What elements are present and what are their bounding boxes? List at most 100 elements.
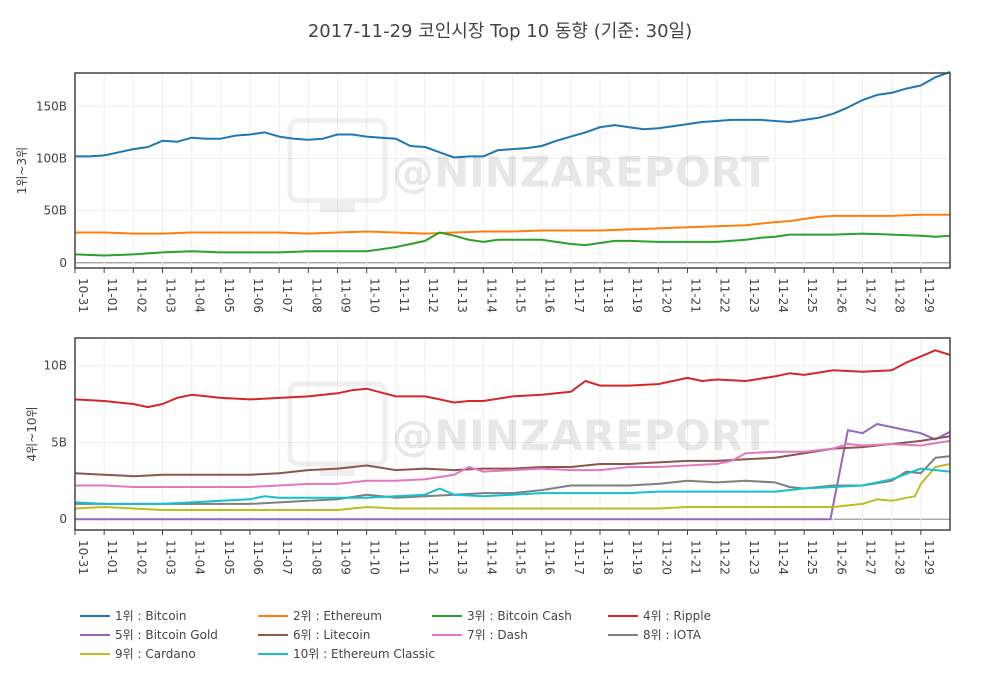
x-tick-label: 11-07 bbox=[280, 278, 294, 313]
legend-label: 5위 : Bitcoin Gold bbox=[115, 628, 218, 642]
y-tick-label: 5B bbox=[51, 435, 67, 449]
plot-frame bbox=[74, 72, 951, 269]
x-tick-label: 10-31 bbox=[76, 540, 90, 575]
x-tick-label: 11-22 bbox=[718, 278, 732, 313]
x-tick-label: 11-14 bbox=[484, 540, 498, 575]
x-tick-label: 11-29 bbox=[922, 278, 936, 313]
x-tick-label: 11-05 bbox=[222, 278, 236, 313]
x-tick-label: 11-26 bbox=[834, 278, 848, 313]
x-tick-label: 11-06 bbox=[251, 278, 265, 313]
y-axis-label: 1위~3위 bbox=[15, 147, 29, 194]
legend-entry: 7위 : Dash bbox=[432, 628, 528, 642]
x-tick-label: 11-06 bbox=[251, 540, 265, 575]
y-axis-label: 4위~10위 bbox=[25, 406, 39, 461]
x-tick-label: 11-29 bbox=[922, 540, 936, 575]
x-tick-label: 11-09 bbox=[339, 540, 353, 575]
x-tick-label: 10-31 bbox=[76, 278, 90, 313]
legend-label: 1위 : Bitcoin bbox=[115, 609, 187, 623]
x-tick-label: 11-08 bbox=[309, 540, 323, 575]
legend-entry: 1위 : Bitcoin bbox=[80, 609, 187, 623]
legend-entry: 8위 : IOTA bbox=[608, 628, 702, 642]
x-tick-label: 11-21 bbox=[689, 540, 703, 575]
x-tick-label: 11-01 bbox=[105, 540, 119, 575]
y-tick-label: 10B bbox=[43, 359, 67, 373]
legend-label: 9위 : Cardano bbox=[115, 647, 196, 661]
y-tick-label: 0 bbox=[59, 512, 67, 526]
series-line-ripple bbox=[74, 349, 951, 409]
x-tick-label: 11-27 bbox=[864, 540, 878, 575]
x-tick-label: 11-21 bbox=[689, 278, 703, 313]
x-tick-label: 11-18 bbox=[601, 278, 615, 313]
x-tick-label: 11-22 bbox=[718, 540, 732, 575]
x-tick-label: 11-16 bbox=[543, 278, 557, 313]
y-tick-label: 150B bbox=[36, 99, 67, 113]
legend-label: 2위 : Ethereum bbox=[293, 609, 382, 623]
x-tick-label: 11-11 bbox=[397, 540, 411, 575]
x-tick-label: 11-10 bbox=[368, 278, 382, 313]
series-line-dash bbox=[75, 439, 951, 488]
watermark-text: @NINZAREPORT bbox=[392, 148, 770, 197]
series-line-bitcoin-cash bbox=[74, 231, 951, 257]
series-line-ethereum bbox=[75, 213, 950, 235]
x-tick-label: 11-16 bbox=[543, 540, 557, 575]
x-tick-label: 11-13 bbox=[455, 278, 469, 313]
x-tick-label: 11-20 bbox=[659, 540, 673, 575]
x-tick-label: 11-10 bbox=[368, 540, 382, 575]
legend-entry: 5위 : Bitcoin Gold bbox=[80, 628, 218, 642]
x-tick-label: 11-02 bbox=[134, 278, 148, 313]
x-tick-label: 11-23 bbox=[747, 540, 761, 575]
legend-entry: 2위 : Ethereum bbox=[258, 609, 382, 623]
watermark: @NINZAREPORT bbox=[287, 381, 770, 476]
legend-label: 4위 : Ripple bbox=[643, 609, 711, 623]
watermark: @NINZAREPORT bbox=[287, 118, 770, 213]
x-tick-label: 11-01 bbox=[105, 278, 119, 313]
x-tick-label: 11-15 bbox=[514, 278, 528, 313]
series-line-ethereum-classic bbox=[74, 467, 951, 505]
x-tick-label: 11-25 bbox=[805, 540, 819, 575]
series-line-cardano bbox=[74, 463, 951, 511]
x-tick-label: 11-17 bbox=[572, 540, 586, 575]
x-tick-label: 11-17 bbox=[572, 278, 586, 313]
legend-label: 8위 : IOTA bbox=[643, 628, 702, 642]
legend-label: 3위 : Bitcoin Cash bbox=[467, 609, 572, 623]
monitor-icon bbox=[287, 118, 388, 203]
y-tick-label: 0 bbox=[59, 256, 67, 270]
y-tick-label: 100B bbox=[36, 152, 67, 166]
series-line-litecoin bbox=[74, 435, 951, 478]
legend-entry: 3위 : Bitcoin Cash bbox=[432, 609, 572, 623]
legend: 1위 : Bitcoin 2위 : Ethereum 3위 : Bitcoin Ca… bbox=[80, 609, 711, 661]
legend-label: 7위 : Dash bbox=[467, 628, 528, 642]
legend-entry: 4위 : Ripple bbox=[608, 609, 711, 623]
legend-label: 10위 : Ethereum Classic bbox=[293, 647, 435, 661]
series-line-bitcoin bbox=[75, 71, 951, 159]
x-tick-label: 11-04 bbox=[193, 540, 207, 575]
x-tick-label: 11-13 bbox=[455, 540, 469, 575]
legend-entry: 9위 : Cardano bbox=[80, 647, 196, 661]
series-line-bitcoin-gold bbox=[75, 423, 951, 521]
chart-title: 2017-11-29 코인시장 Top 10 동향 (기준: 30일) bbox=[308, 21, 692, 42]
x-tick-label: 11-27 bbox=[864, 278, 878, 313]
x-tick-label: 11-07 bbox=[280, 540, 294, 575]
x-tick-label: 11-23 bbox=[747, 278, 761, 313]
x-tick-label: 11-20 bbox=[659, 278, 673, 313]
x-tick-label: 11-04 bbox=[193, 278, 207, 313]
x-tick-label: 11-24 bbox=[776, 540, 790, 575]
watermark-text: @NINZAREPORT bbox=[392, 411, 770, 460]
panel-top: 0 50B 100B 150B 10-31 11-01 11-02 11-03 11-04 11-… bbox=[15, 71, 951, 313]
x-tick-label: 11-24 bbox=[776, 278, 790, 313]
x-tick-label: 11-25 bbox=[805, 278, 819, 313]
x-tick-label: 11-11 bbox=[397, 278, 411, 313]
x-tick-label: 11-03 bbox=[164, 540, 178, 575]
panel-bottom: 0 5B 10B 10-31 11-01 11-02 11-03 11-04 11-05 11-0… bbox=[25, 337, 951, 575]
legend-entry: 10위 : Ethereum Classic bbox=[258, 647, 435, 661]
x-tick-label: 11-14 bbox=[484, 278, 498, 313]
x-tick-label: 11-12 bbox=[426, 278, 440, 313]
x-tick-label: 11-19 bbox=[630, 540, 644, 575]
x-tick-label: 11-08 bbox=[309, 278, 323, 313]
legend-entry: 6위 : Litecoin bbox=[258, 628, 370, 642]
x-tick-label: 11-19 bbox=[630, 278, 644, 313]
x-tick-label: 11-02 bbox=[134, 540, 148, 575]
x-tick-label: 11-18 bbox=[601, 540, 615, 575]
